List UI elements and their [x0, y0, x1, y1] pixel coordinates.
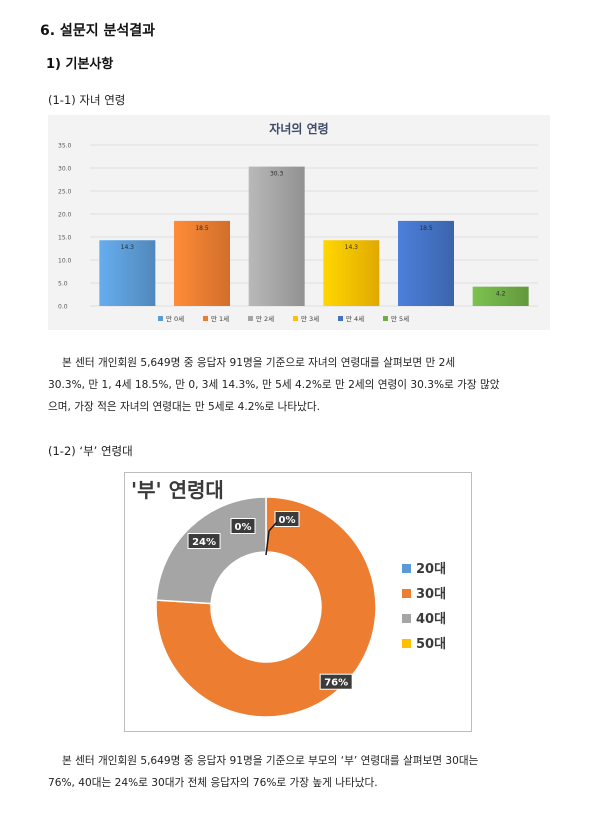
donut-value-label: 0%	[279, 515, 296, 526]
legend-label: 만 5세	[391, 314, 409, 323]
chart-title: 자녀의 연령	[269, 121, 328, 136]
y-tick-label: 15.0	[58, 235, 72, 242]
y-tick-label: 0.0	[58, 304, 68, 311]
child-age-bar-chart: 자녀의 연령 0.0 5.0 10.0 15.0 20.0 25.0 30.0 35.0 14.3…	[48, 115, 550, 330]
bar-만 5세	[472, 286, 529, 306]
legend-swatch	[158, 316, 163, 321]
legend-swatch	[402, 614, 411, 623]
q1-paragraph-line: 30.3%, 만 1, 4세 18.5%, 만 0, 3세 14.3%, 만 5…	[48, 379, 500, 391]
bar-value-label: 18.5	[195, 225, 209, 232]
bar-만 1세	[174, 220, 230, 306]
legend-label: 만 0세	[166, 314, 184, 323]
leader-line	[265, 521, 278, 556]
donut-value-label: 0%	[235, 522, 252, 533]
bar-만 2세	[248, 166, 305, 306]
donut-slice-40대	[155, 496, 267, 605]
section-title: 6. 설문지 분석결과	[40, 23, 155, 39]
bar-value-label: 14.3	[121, 244, 135, 251]
legend-swatch	[383, 316, 388, 321]
donut-value-label-box	[274, 511, 300, 527]
bar-만 0세	[99, 240, 156, 306]
legend-label: 만 3세	[301, 314, 319, 323]
y-tick-label: 30.0	[58, 166, 72, 173]
donut-value-label-box	[230, 518, 256, 534]
donut-value-label: 76%	[324, 678, 348, 689]
legend-label: 만 1세	[211, 314, 229, 323]
bar-만 3세	[323, 240, 380, 306]
bar-value-label: 14.3	[345, 244, 359, 251]
y-tick-label: 35.0	[58, 143, 72, 150]
y-tick-label: 5.0	[58, 281, 68, 288]
y-tick-label: 25.0	[58, 189, 72, 196]
legend-swatch	[338, 316, 343, 321]
donut-value-label-box	[319, 673, 353, 690]
donut-value-label-box	[187, 533, 221, 550]
donut-slice-30대	[155, 496, 377, 718]
q1-paragraph-line: 본 센터 개인회원 5,649명 중 응답자 91명을 기준으로 자녀의 연령대…	[62, 357, 456, 369]
father-age-donut-chart: '부' 연령대 76% 24% 0% 0% 20대 30대 40대 50대	[124, 472, 472, 732]
chart-title: '부' 연령대	[131, 478, 224, 502]
legend-swatch	[248, 316, 253, 321]
legend-swatch	[402, 589, 411, 598]
legend-label: 30대	[416, 587, 446, 602]
q2-heading: (1-2) ‘부’ 연령대	[48, 444, 133, 458]
y-tick-label: 20.0	[58, 212, 72, 219]
legend-swatch	[203, 316, 208, 321]
legend-label: 만 2세	[256, 314, 274, 323]
bar-만 4세	[398, 220, 454, 306]
bar-value-label: 18.5	[419, 225, 433, 232]
bar-value-label: 30.3	[270, 171, 284, 178]
legend-label: 만 4세	[346, 314, 364, 323]
legend-label: 20대	[416, 562, 446, 577]
q2-paragraph-line: 76%, 40대는 24%로 30대가 전체 응답자의 76%로 가장 높게 나…	[48, 777, 378, 789]
legend-swatch	[293, 316, 298, 321]
q2-paragraph-line: 본 센터 개인회원 5,649명 중 응답자 91명을 기준으로 부모의 ‘부’…	[62, 755, 479, 767]
legend-swatch	[402, 639, 411, 648]
bar-value-label: 4.2	[496, 291, 506, 298]
y-tick-label: 10.0	[58, 258, 72, 265]
donut-value-label: 24%	[192, 537, 216, 548]
legend-label: 50대	[416, 637, 446, 652]
q2-paragraph: 본 센터 개인회원 5,649명 중 응답자 91명을 기준으로 부모의 ‘부’…	[48, 750, 550, 794]
legend-swatch	[402, 564, 411, 573]
legend-label: 40대	[416, 612, 446, 627]
subsection-title: 1) 기본사항	[46, 57, 114, 72]
q1-heading: (1-1) 자녀 연령	[48, 93, 126, 107]
q1-paragraph: 본 센터 개인회원 5,649명 중 응답자 91명을 기준으로 자녀의 연령대…	[48, 352, 550, 418]
q1-paragraph-line: 으며, 가장 적은 자녀의 연령대는 만 5세로 4.2%로 나타났다.	[48, 401, 320, 413]
